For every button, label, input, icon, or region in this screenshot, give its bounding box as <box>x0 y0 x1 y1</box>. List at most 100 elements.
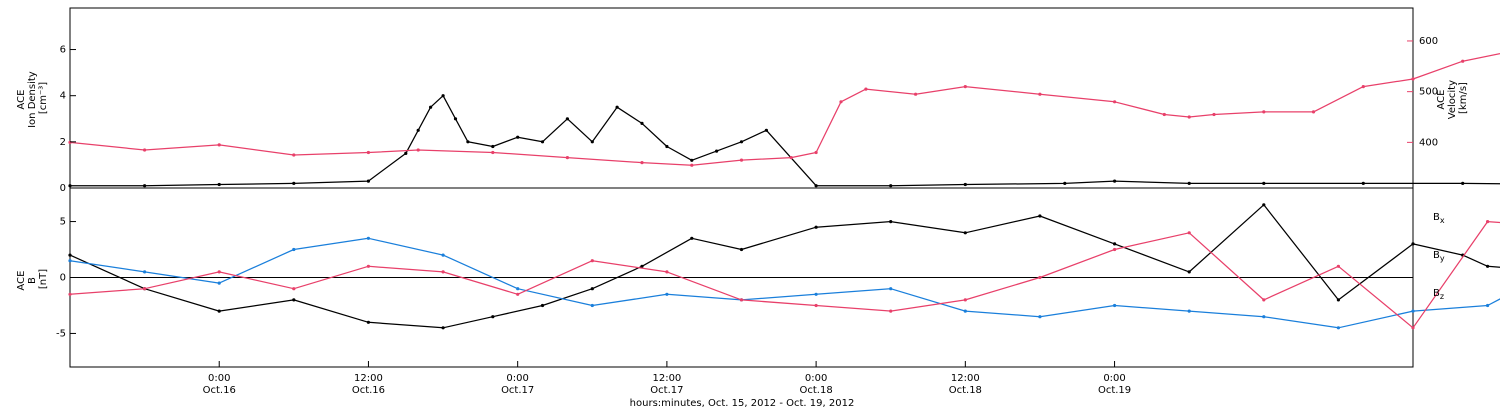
x-tick-time: 0:00 <box>506 373 528 384</box>
bz-point <box>292 287 296 291</box>
ion-density-point <box>565 117 570 121</box>
x-axis-label: hours:minutes, Oct. 15, 2012 - Oct. 19, … <box>630 398 855 409</box>
top-left-axis-label-line-3: [cm⁻³] <box>38 82 49 114</box>
by-point <box>143 270 147 274</box>
legend-by: By <box>1433 250 1445 263</box>
velocity-point <box>1411 77 1415 81</box>
bz-point <box>143 287 147 291</box>
x-tick-time: 0:00 <box>805 373 827 384</box>
bottom-panel: -5 0 5 ACE B [nT] Bx By Bz <box>16 187 1500 368</box>
top-right-tick-label: 600 <box>1419 36 1438 47</box>
bx-point <box>540 303 545 308</box>
bz-point <box>889 309 893 313</box>
by-point <box>292 247 296 252</box>
x-tick-time: 12:00 <box>354 373 383 384</box>
bz-line <box>69 220 1500 329</box>
ion-density-point <box>416 128 420 132</box>
velocity-point <box>1461 59 1465 63</box>
bottom-left-axis-label-line-3: [nT] <box>38 269 49 289</box>
top-right-axis-label-line-3: [km/s] <box>1458 82 1469 114</box>
bx-point <box>1486 264 1490 268</box>
ion-density-point <box>491 144 495 149</box>
top-right-axis-label-line-1: ACE <box>1436 90 1447 110</box>
bz-point <box>1038 275 1042 280</box>
velocity-point <box>68 140 72 144</box>
x-tick-time: 12:00 <box>951 373 980 384</box>
bx-point <box>292 298 296 302</box>
x-tick-date: Oct.16 <box>203 385 236 396</box>
x-tick-date: Oct.19 <box>1098 385 1131 396</box>
velocity-point <box>565 156 570 160</box>
velocity-point <box>366 150 370 155</box>
top-left-tick-label: 4 <box>60 91 66 102</box>
by-point <box>1262 315 1266 319</box>
x-tick-date: Oct.18 <box>949 385 982 396</box>
bz-point <box>665 270 669 274</box>
velocity-point <box>491 150 495 155</box>
velocity-point <box>292 153 296 157</box>
bz-point <box>963 298 967 302</box>
legend-bz: Bz <box>1433 288 1444 301</box>
by-point <box>814 292 818 296</box>
velocity-point <box>1212 112 1216 117</box>
bz-point <box>1486 220 1490 224</box>
by-point <box>68 259 72 263</box>
bottom-series <box>68 203 1500 330</box>
bx-point <box>1262 203 1266 207</box>
top-left-axis-label: ACE Ion Density [cm⁻³] <box>16 68 49 128</box>
ion-density-point <box>429 105 433 109</box>
velocity-point <box>1113 100 1117 104</box>
bz-point <box>814 303 818 308</box>
ion-density-point <box>640 121 644 125</box>
x-tick-date: Oct.17 <box>501 385 534 396</box>
top-right-tick-label: 500 <box>1419 87 1438 98</box>
by-point <box>1038 315 1042 319</box>
by-point <box>963 309 967 313</box>
bx-point <box>68 253 72 257</box>
ion-density-point <box>441 94 445 98</box>
velocity-point <box>789 156 793 160</box>
ion-density-point <box>366 179 370 183</box>
ion-density-point <box>1113 179 1117 183</box>
ion-density-point <box>690 158 694 162</box>
top-series <box>68 52 1500 188</box>
ion-density-point <box>963 182 967 187</box>
x-tick-date: Oct.16 <box>352 385 385 396</box>
ion-density-point <box>615 105 619 109</box>
by-point <box>1187 309 1191 313</box>
bz-point <box>217 270 221 274</box>
bz-point <box>1262 298 1266 302</box>
ion-density-point <box>466 140 470 144</box>
velocity-point <box>1187 115 1191 119</box>
ion-density-point <box>217 182 221 187</box>
velocity-point <box>963 85 967 89</box>
ion-density-point <box>1361 181 1365 185</box>
by-point <box>590 303 594 308</box>
top-left-tick-label: 2 <box>60 137 66 148</box>
top-right-tick-label: 400 <box>1419 137 1438 148</box>
velocity-point <box>814 150 818 155</box>
bx-point <box>491 315 495 319</box>
by-point <box>1411 309 1415 313</box>
bottom-left-ticks: -5 0 5 <box>56 217 76 339</box>
ion-density-line <box>70 95 1500 187</box>
by-point <box>665 292 669 296</box>
velocity-point <box>1262 110 1266 114</box>
bottom-left-axis-label: ACE B [nT] <box>16 267 49 290</box>
bz-point <box>590 259 594 263</box>
bx-point <box>366 320 370 324</box>
bx-line <box>69 204 1500 329</box>
bx-point <box>217 309 221 313</box>
ion-density-point <box>889 184 893 188</box>
velocity-point <box>217 143 221 147</box>
velocity-point <box>864 87 868 91</box>
ion-density-point <box>404 151 408 155</box>
top-left-tick-label: 6 <box>60 45 66 56</box>
bz-point <box>366 264 370 268</box>
bottom-left-axis-label-line-1: ACE <box>16 271 27 291</box>
top-left-axis-label-line-2: Ion Density <box>27 71 38 128</box>
velocity-point <box>839 100 843 104</box>
velocity-point <box>914 92 918 96</box>
top-left-ticks: 0 2 4 6 <box>60 45 76 194</box>
